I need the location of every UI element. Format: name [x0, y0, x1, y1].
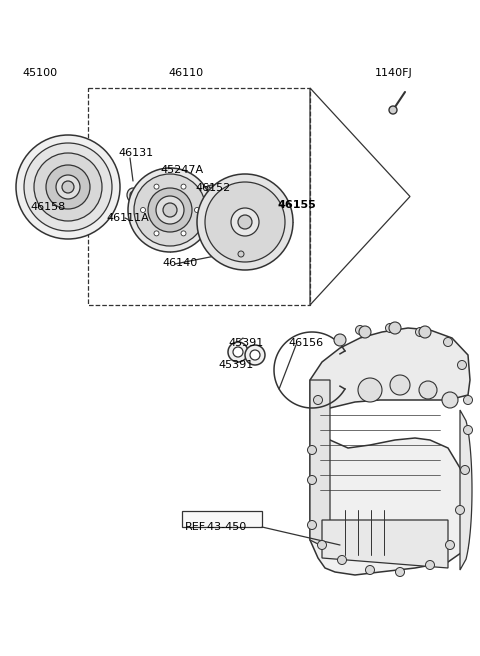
Circle shape: [337, 556, 347, 565]
Circle shape: [134, 174, 206, 246]
Circle shape: [442, 392, 458, 408]
Circle shape: [389, 322, 401, 334]
Circle shape: [148, 188, 192, 232]
Circle shape: [317, 541, 326, 550]
Text: 45391: 45391: [218, 360, 253, 370]
Text: REF.43-450: REF.43-450: [185, 522, 247, 532]
Circle shape: [313, 396, 323, 405]
Text: 1140FJ: 1140FJ: [375, 68, 413, 78]
Circle shape: [359, 326, 371, 338]
Bar: [182, 511, 262, 527]
Circle shape: [308, 476, 316, 485]
Bar: [88, 88, 310, 305]
Text: 46152: 46152: [195, 183, 230, 193]
Ellipse shape: [203, 189, 223, 211]
Circle shape: [460, 466, 469, 474]
Circle shape: [389, 106, 397, 114]
Circle shape: [356, 325, 364, 335]
Circle shape: [163, 203, 177, 217]
Circle shape: [390, 375, 410, 395]
Text: 45391: 45391: [228, 338, 263, 348]
Text: 46156: 46156: [288, 338, 323, 348]
Circle shape: [228, 342, 248, 362]
Circle shape: [308, 520, 316, 529]
Circle shape: [56, 175, 80, 199]
Circle shape: [419, 381, 437, 399]
Text: 46140: 46140: [162, 258, 197, 268]
Ellipse shape: [130, 192, 136, 199]
Circle shape: [233, 347, 243, 357]
Text: 46111A: 46111A: [106, 213, 149, 223]
Circle shape: [238, 251, 244, 257]
Circle shape: [336, 335, 345, 344]
Circle shape: [385, 323, 395, 333]
Ellipse shape: [208, 194, 218, 205]
Circle shape: [250, 350, 260, 360]
Circle shape: [141, 207, 145, 213]
Circle shape: [416, 327, 424, 337]
Circle shape: [128, 168, 212, 252]
Circle shape: [425, 560, 434, 569]
Circle shape: [16, 135, 120, 239]
Text: 46158: 46158: [30, 202, 65, 212]
Polygon shape: [310, 420, 470, 575]
Circle shape: [24, 143, 112, 231]
Circle shape: [181, 184, 186, 189]
Circle shape: [154, 184, 159, 189]
Circle shape: [358, 378, 382, 402]
Circle shape: [396, 567, 405, 577]
Circle shape: [365, 565, 374, 575]
Text: 46131: 46131: [118, 148, 153, 158]
Circle shape: [197, 174, 293, 270]
Ellipse shape: [103, 176, 113, 210]
Circle shape: [46, 165, 90, 209]
Circle shape: [444, 337, 453, 346]
Text: 46110: 46110: [168, 68, 203, 78]
Text: 45100: 45100: [22, 68, 57, 78]
Circle shape: [154, 231, 159, 236]
Circle shape: [205, 182, 285, 262]
Circle shape: [457, 361, 467, 369]
Text: 46155: 46155: [278, 200, 317, 210]
Ellipse shape: [99, 171, 117, 215]
Circle shape: [62, 181, 74, 193]
Circle shape: [334, 334, 346, 346]
Polygon shape: [310, 380, 330, 550]
Circle shape: [181, 231, 186, 236]
Circle shape: [464, 426, 472, 434]
Circle shape: [34, 153, 102, 221]
Circle shape: [238, 215, 252, 229]
Polygon shape: [310, 328, 470, 420]
Circle shape: [464, 396, 472, 405]
Text: 45247A: 45247A: [160, 165, 203, 175]
Circle shape: [308, 445, 316, 455]
Circle shape: [156, 196, 184, 224]
Polygon shape: [460, 410, 472, 570]
Circle shape: [194, 207, 200, 213]
Circle shape: [419, 326, 431, 338]
Polygon shape: [322, 520, 448, 568]
Ellipse shape: [199, 185, 227, 215]
Circle shape: [245, 345, 265, 365]
Circle shape: [231, 208, 259, 236]
Ellipse shape: [127, 188, 139, 202]
Circle shape: [456, 506, 465, 514]
Circle shape: [445, 541, 455, 550]
